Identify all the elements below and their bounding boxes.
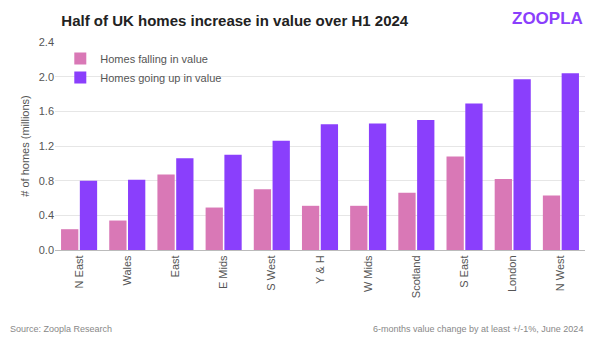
svg-text:6-months value change by at le: 6-months value change by at least +/-1%,… xyxy=(373,324,583,334)
svg-text:Wales: Wales xyxy=(121,255,133,286)
svg-text:N West: N West xyxy=(554,255,566,291)
svg-text:0.0: 0.0 xyxy=(39,244,54,256)
svg-text:1.6: 1.6 xyxy=(39,105,54,117)
svg-text:ZOOPLA: ZOOPLA xyxy=(512,9,583,28)
svg-text:# of homes (millions): # of homes (millions) xyxy=(19,95,31,196)
svg-text:2.0: 2.0 xyxy=(39,71,54,83)
svg-text:N East: N East xyxy=(73,255,85,288)
svg-text:Homes falling in value: Homes falling in value xyxy=(100,53,208,65)
svg-text:Y & H: Y & H xyxy=(314,255,326,284)
svg-text:East: East xyxy=(169,255,181,277)
svg-text:1.2: 1.2 xyxy=(39,140,54,152)
svg-text:Half of UK homes increase in v: Half of UK homes increase in value over … xyxy=(61,12,408,29)
svg-text:Source: Zoopla Research: Source: Zoopla Research xyxy=(10,324,112,334)
svg-text:S West: S West xyxy=(265,255,277,290)
svg-text:London: London xyxy=(506,255,518,292)
svg-text:0.4: 0.4 xyxy=(39,209,54,221)
svg-text:0.8: 0.8 xyxy=(39,175,54,187)
svg-text:2.4: 2.4 xyxy=(39,36,54,48)
svg-text:E Mids: E Mids xyxy=(217,255,229,289)
svg-text:Homes going up in value: Homes going up in value xyxy=(100,72,221,84)
svg-text:S East: S East xyxy=(458,255,470,287)
svg-text:Scotland: Scotland xyxy=(410,255,422,298)
svg-text:W Mids: W Mids xyxy=(362,255,374,292)
